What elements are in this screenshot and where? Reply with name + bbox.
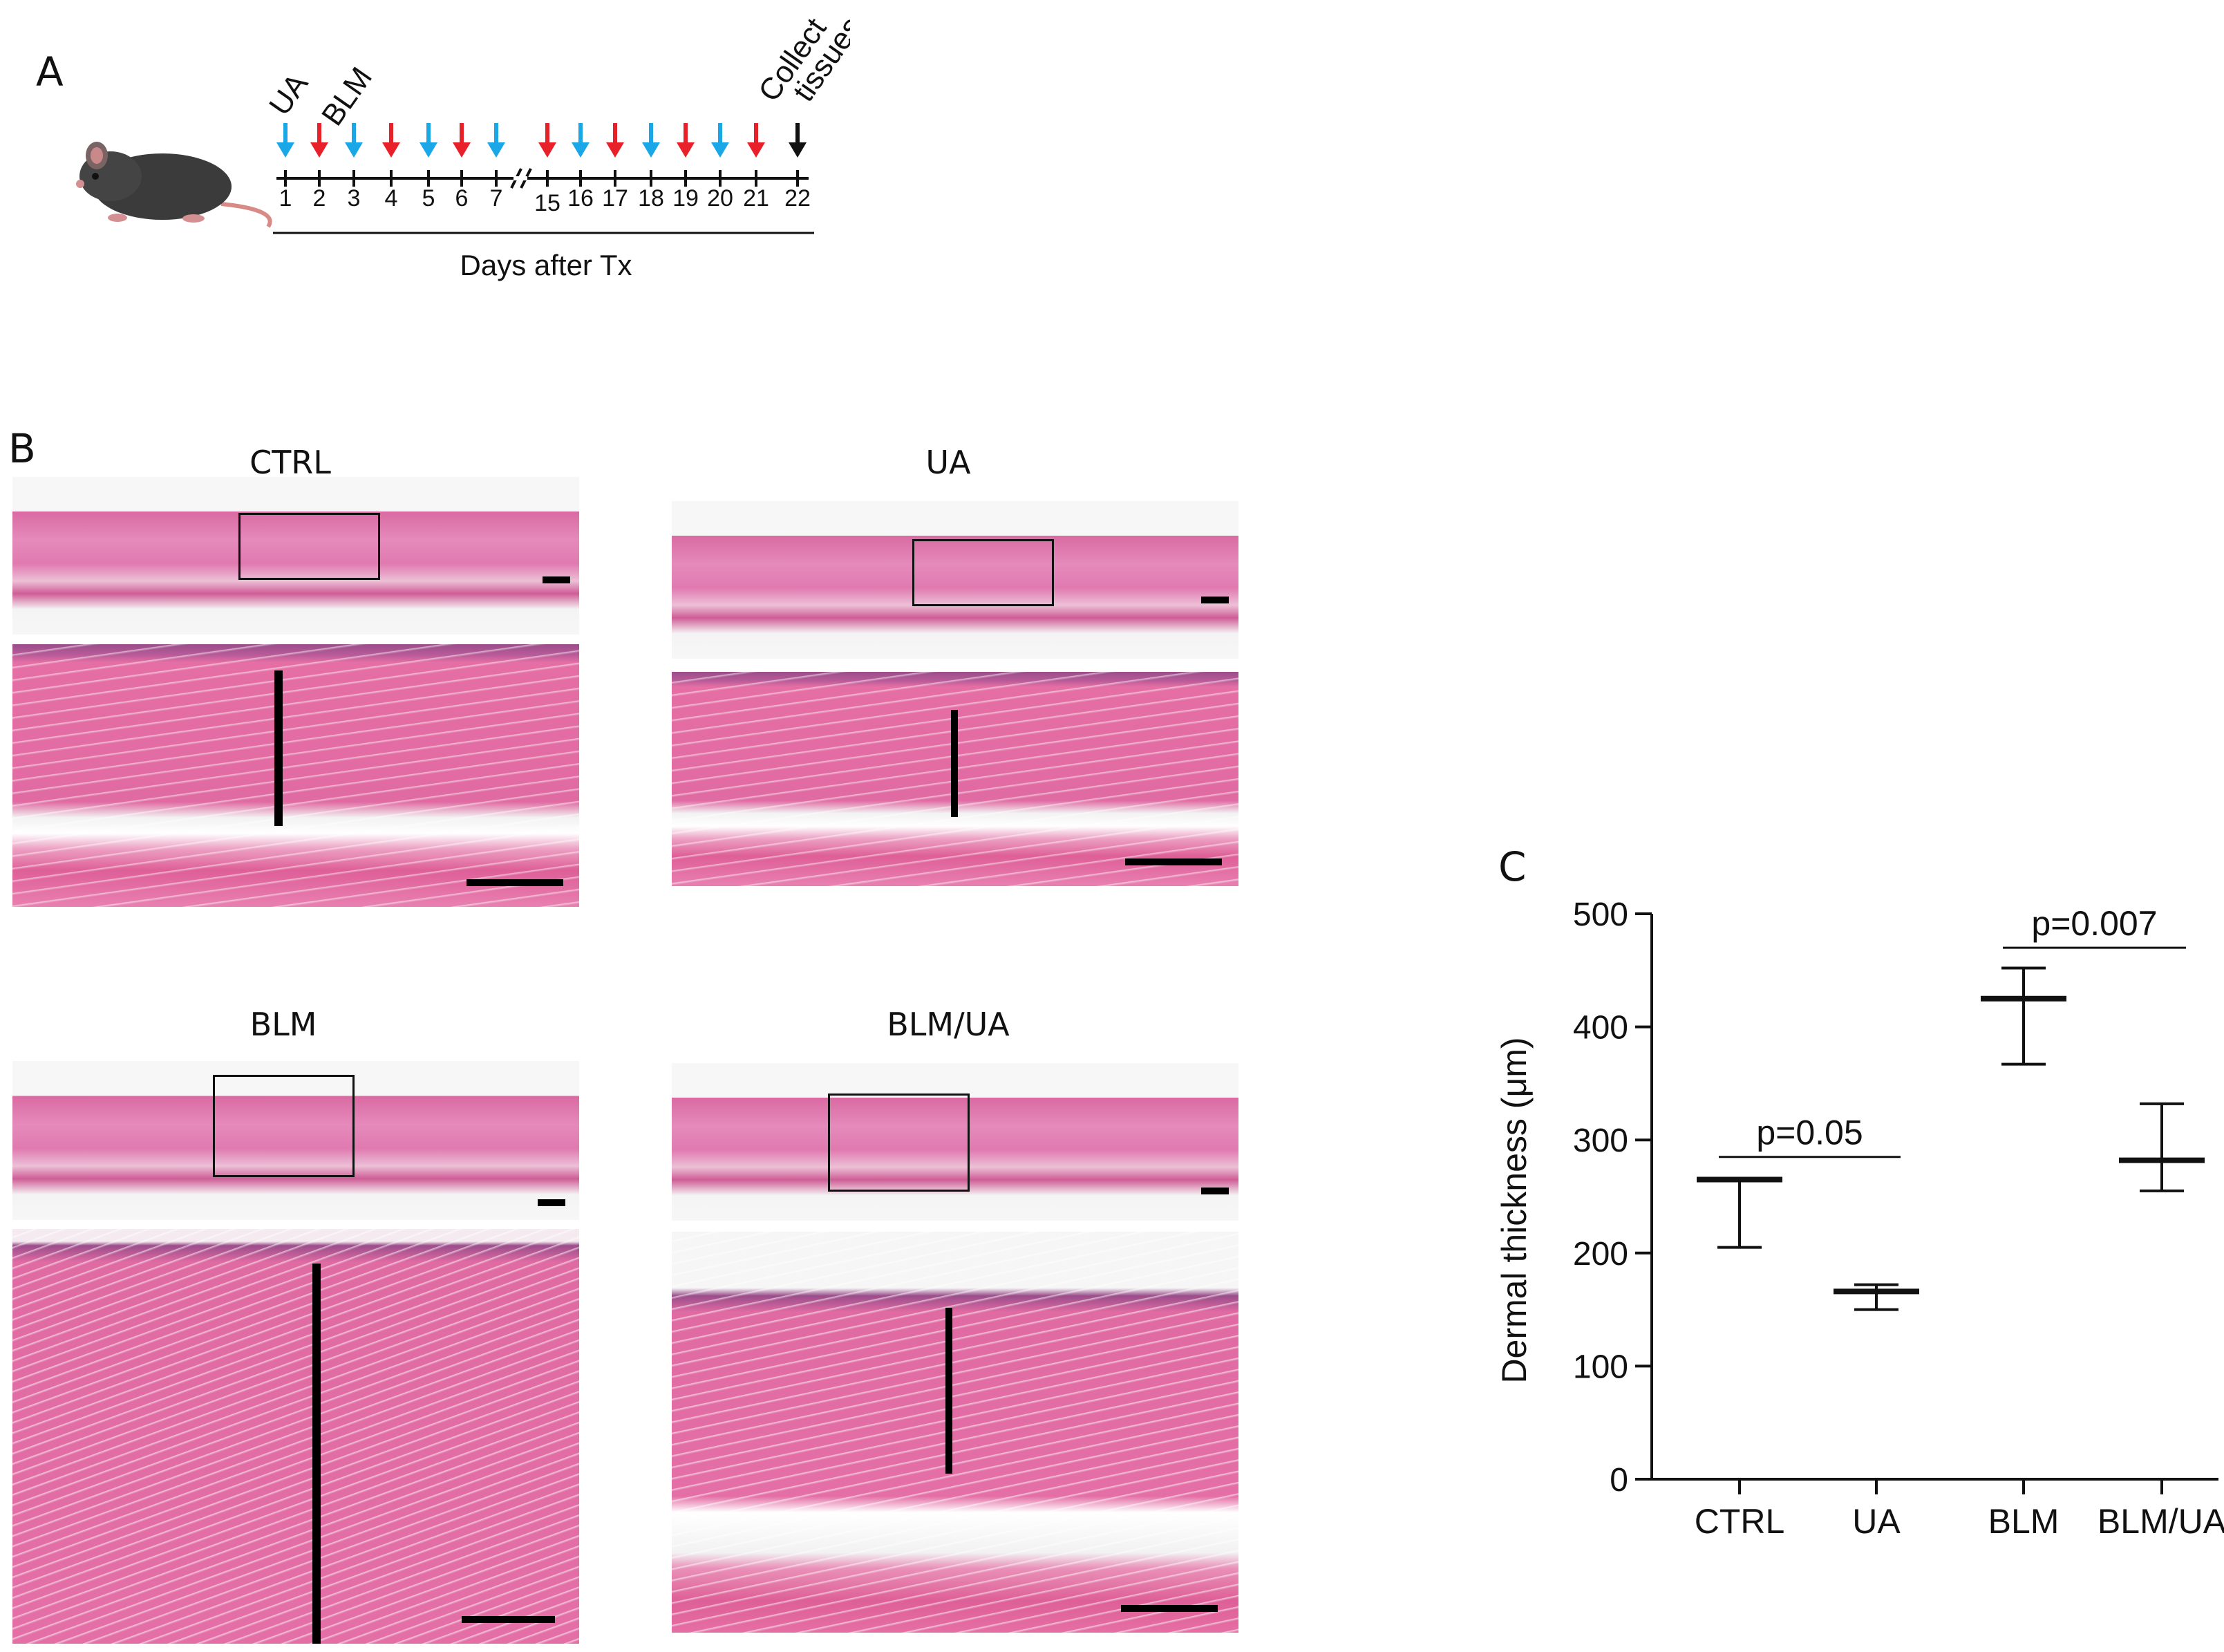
p-value-label: p=0.007	[2031, 904, 2157, 943]
ua-overview-image	[672, 501, 1238, 659]
blm-label: BLM	[315, 62, 379, 132]
ctrl-roi-box	[238, 513, 380, 580]
blmua-zoom-image	[672, 1232, 1238, 1633]
blm-overview-scale-bar	[538, 1199, 565, 1206]
blm-overview-image	[12, 1061, 579, 1220]
treatment-timeline: 1 2 3 4 5 6 7 15 16 17 18 19 20 21 22 Days after Tx UA BL…	[263, 10, 850, 281]
ua-thickness-line	[951, 710, 958, 817]
y-tick-label: 100	[1573, 1349, 1628, 1385]
day-label: 17	[602, 185, 628, 212]
x-tick-label: BLM	[1988, 1502, 2060, 1541]
day-label: 7	[490, 185, 503, 212]
blm-arrow-head	[310, 142, 328, 158]
blm-arrow-head	[747, 142, 765, 158]
y-tick-label: 200	[1573, 1236, 1628, 1273]
day-label: 5	[422, 185, 435, 212]
panel-b-letter: B	[8, 425, 36, 472]
title-blmua: BLM/UA	[887, 1006, 1010, 1043]
panel-a-letter: A	[36, 48, 64, 95]
blm-arrow-head	[677, 142, 695, 158]
blmua-thickness-line	[945, 1308, 952, 1474]
y-axis-title: Dermal thickness (μm)	[1495, 1037, 1534, 1383]
blmua-overview-image	[672, 1063, 1238, 1221]
collect-arrow-head	[789, 142, 807, 158]
day-label: 21	[743, 185, 769, 212]
panel-c-letter: C	[1498, 843, 1527, 890]
day-label: 16	[567, 185, 594, 212]
ctrl-overview-image	[12, 477, 579, 635]
ctrl-zoom-scale-bar	[467, 879, 563, 886]
day-label: 2	[313, 185, 326, 212]
blm-arrow-head	[382, 142, 400, 158]
blm-zoom-scale-bar	[462, 1616, 555, 1623]
blmua-overview-scale-bar	[1201, 1188, 1229, 1194]
mouse-icon	[76, 142, 272, 228]
day-label: 22	[784, 185, 811, 212]
x-tick-label: CTRL	[1695, 1502, 1785, 1541]
blm-thickness-line	[312, 1264, 321, 1644]
ua-label: UA	[263, 67, 315, 122]
blm-arrow-head	[453, 142, 471, 158]
day-label: 15	[534, 190, 560, 216]
axis-title: Days after Tx	[460, 249, 632, 281]
ctrl-overview-scale-bar	[543, 576, 570, 583]
day-label: 1	[279, 185, 292, 212]
ua-arrow-head	[711, 142, 729, 158]
blm-roi-box	[213, 1075, 355, 1177]
dermal-thickness-chart: 0 100 200 300 400 500 CTRL UA BLM BLM/UA Dermal th…	[1495, 897, 2224, 1541]
y-tick-label: 500	[1573, 897, 1628, 933]
x-tick-label: UA	[1852, 1502, 1901, 1541]
day-label: 3	[348, 185, 361, 212]
ua-arrow-head	[276, 142, 294, 158]
day-label: 20	[707, 185, 733, 212]
blm-arrow-head	[538, 142, 556, 158]
ua-arrow-head	[572, 142, 590, 158]
axis-break-gap	[513, 176, 527, 180]
ctrl-thickness-line	[274, 670, 283, 826]
ua-arrow-head	[487, 142, 505, 158]
ua-zoom-scale-bar	[1125, 858, 1222, 865]
title-blm: BLM	[249, 1006, 317, 1043]
y-tick-label: 300	[1573, 1123, 1628, 1159]
ua-arrow-head	[642, 142, 660, 158]
day-label: 18	[638, 185, 664, 212]
y-tick-label: 0	[1610, 1462, 1628, 1499]
ua-arrow-head	[420, 142, 437, 158]
p-value-label: p=0.05	[1756, 1114, 1863, 1152]
ua-overview-scale-bar	[1201, 597, 1229, 603]
title-ctrl: CTRL	[249, 444, 331, 481]
day-label: 4	[385, 185, 398, 212]
ua-arrow-head	[345, 142, 363, 158]
y-tick-label: 400	[1573, 1010, 1628, 1046]
ua-roi-box	[912, 539, 1054, 606]
blm-arrow-head	[606, 142, 624, 158]
x-tick-label: BLM/UA	[2098, 1502, 2224, 1541]
ctrl-zoom-image	[12, 644, 579, 907]
title-ua: UA	[925, 444, 971, 481]
blm-zoom-image	[12, 1229, 579, 1644]
day-label: 19	[672, 185, 699, 212]
blmua-zoom-scale-bar	[1121, 1605, 1218, 1612]
blmua-roi-box	[828, 1093, 970, 1192]
day-label: 6	[455, 185, 469, 212]
